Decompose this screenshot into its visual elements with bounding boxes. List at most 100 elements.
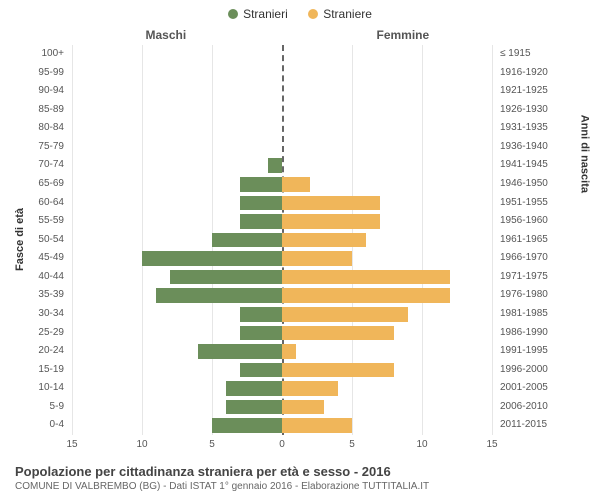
bar-female: [282, 326, 394, 340]
age-label: 15-19: [0, 363, 64, 377]
age-label: 50-54: [0, 233, 64, 247]
birth-label: ≤ 1915: [500, 47, 531, 61]
x-tick: 10: [136, 439, 147, 450]
bar-male: [268, 158, 282, 172]
age-label: 95-99: [0, 66, 64, 80]
bar-male: [240, 177, 282, 191]
birth-label: 2006-2010: [500, 400, 548, 414]
chart-subtitle: COMUNE DI VALBREMBO (BG) - Dati ISTAT 1°…: [15, 481, 585, 492]
birth-label: 1946-1950: [500, 177, 548, 191]
birth-label: 2011-2015: [500, 418, 547, 432]
age-label: 70-74: [0, 158, 64, 172]
pyramid-row: [72, 400, 492, 414]
bar-female: [282, 418, 352, 432]
bar-female: [282, 400, 324, 414]
legend-label-female: Straniere: [323, 7, 372, 21]
birth-label: 1921-1925: [500, 84, 548, 98]
bar-female: [282, 363, 394, 377]
circle-icon: [308, 9, 318, 19]
x-tick: 15: [486, 439, 497, 450]
birth-label: 1951-1955: [500, 196, 548, 210]
plot-area: [72, 45, 492, 435]
bar-male: [170, 270, 282, 284]
pyramid-row: [72, 177, 492, 191]
x-tick: 0: [279, 439, 285, 450]
pyramid-row: [72, 103, 492, 117]
age-label: 60-64: [0, 196, 64, 210]
birth-label: 1956-1960: [500, 214, 548, 228]
age-label: 5-9: [0, 400, 64, 414]
birth-label: 1966-1970: [500, 251, 548, 265]
header-female: Femmine: [377, 28, 430, 42]
pyramid-row: [72, 214, 492, 228]
bar-male: [240, 307, 282, 321]
pyramid-row: [72, 326, 492, 340]
legend-label-male: Stranieri: [243, 7, 288, 21]
bar-female: [282, 381, 338, 395]
legend-item-female: Straniere: [308, 7, 372, 21]
age-label: 75-79: [0, 140, 64, 154]
age-label: 20-24: [0, 344, 64, 358]
age-label: 90-94: [0, 84, 64, 98]
pyramid-row: [72, 140, 492, 154]
bar-female: [282, 251, 352, 265]
birth-label: 1981-1985: [500, 307, 548, 321]
bar-female: [282, 177, 310, 191]
gridline: [492, 45, 493, 435]
bar-male: [212, 418, 282, 432]
age-label: 0-4: [0, 418, 64, 432]
pyramid-row: [72, 84, 492, 98]
bar-female: [282, 233, 366, 247]
bar-female: [282, 270, 450, 284]
bar-female: [282, 307, 408, 321]
pyramid-row: [72, 233, 492, 247]
age-label: 100+: [0, 47, 64, 61]
age-label: 30-34: [0, 307, 64, 321]
pyramid-row: [72, 307, 492, 321]
pyramid-row: [72, 270, 492, 284]
bar-male: [240, 214, 282, 228]
bar-male: [156, 288, 282, 302]
bar-male: [240, 196, 282, 210]
bar-male: [240, 363, 282, 377]
age-label: 80-84: [0, 121, 64, 135]
birth-label: 1931-1935: [500, 121, 548, 135]
pyramid-row: [72, 196, 492, 210]
pyramid-row: [72, 381, 492, 395]
birth-label: 1976-1980: [500, 288, 548, 302]
birth-label: 1991-1995: [500, 344, 548, 358]
birth-label: 1971-1975: [500, 270, 548, 284]
birth-label: 1926-1930: [500, 103, 548, 117]
birth-label: 1941-1945: [500, 158, 548, 172]
legend: Stranieri Straniere: [0, 6, 600, 24]
legend-item-male: Stranieri: [228, 7, 288, 21]
y-axis-title-left: Fasce di età: [14, 208, 26, 271]
bar-male: [212, 233, 282, 247]
x-tick: 5: [349, 439, 355, 450]
x-tick: 5: [209, 439, 215, 450]
x-tick: 15: [66, 439, 77, 450]
pyramid-row: [72, 251, 492, 265]
x-tick: 10: [416, 439, 427, 450]
bar-female: [282, 196, 380, 210]
age-label: 65-69: [0, 177, 64, 191]
pyramid-row: [72, 344, 492, 358]
pyramid-row: [72, 47, 492, 61]
population-pyramid-chart: Stranieri Straniere Maschi Femmine 100+ 9…: [0, 0, 600, 500]
age-label: 45-49: [0, 251, 64, 265]
pyramid-row: [72, 121, 492, 135]
pyramid-row: [72, 66, 492, 80]
bar-male: [226, 400, 282, 414]
birth-label: 1961-1965: [500, 233, 548, 247]
birth-label: 2001-2005: [500, 381, 548, 395]
y-axis-title-right: Anni di nascita: [578, 115, 590, 193]
birth-label: 1986-1990: [500, 326, 548, 340]
age-label: 55-59: [0, 214, 64, 228]
header-male: Maschi: [146, 28, 187, 42]
age-label: 85-89: [0, 103, 64, 117]
age-label: 40-44: [0, 270, 64, 284]
age-label: 25-29: [0, 326, 64, 340]
bar-male: [142, 251, 282, 265]
pyramid-row: [72, 158, 492, 172]
pyramid-row: [72, 418, 492, 432]
